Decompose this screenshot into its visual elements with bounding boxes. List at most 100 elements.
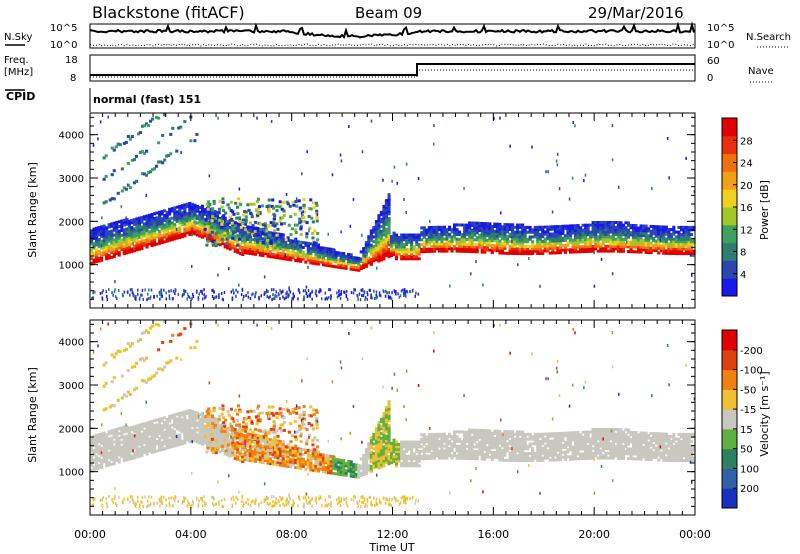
heatmap-cell [173, 425, 177, 429]
heatmap-cell [536, 225, 540, 229]
heatmap-cell [246, 441, 250, 445]
heatmap-cell [533, 244, 537, 248]
heatmap-cell [405, 459, 409, 463]
heatmap-cell [249, 297, 252, 301]
heatmap-cell [470, 272, 472, 276]
heatmap-cell [155, 218, 159, 222]
heatmap-cell [211, 211, 215, 215]
heatmap-cell [448, 235, 452, 239]
heatmap-cell [118, 143, 122, 147]
heatmap-cell [159, 160, 163, 164]
heatmap-cell [90, 230, 94, 234]
heatmap-cell [465, 247, 469, 251]
heatmap-cell [226, 226, 230, 230]
heatmap-cell [165, 232, 169, 236]
heatmap-cell [95, 257, 99, 261]
heatmap-cell [178, 228, 182, 232]
heatmap-cell [369, 253, 373, 257]
heatmap-cell [533, 225, 537, 229]
heatmap-cell [256, 455, 260, 459]
heatmap-cell [218, 233, 222, 237]
heatmap-cell [142, 227, 146, 231]
heatmap-cell [236, 248, 240, 252]
heatmap-cell [337, 472, 341, 476]
heatmap-cell [397, 292, 399, 296]
heatmap-cell [243, 443, 247, 447]
heatmap-cell [149, 170, 153, 174]
heatmap-cell [339, 458, 343, 462]
heatmap-cell [319, 251, 323, 254]
heatmap-cell [200, 433, 204, 437]
heatmap-cell [195, 226, 199, 230]
heatmap-cell [248, 437, 252, 441]
heatmap-cell [468, 242, 472, 246]
heatmap-cell [372, 254, 376, 258]
heatmap-cell [482, 283, 484, 287]
heatmap-cell [211, 232, 215, 236]
heatmap-cell [387, 419, 391, 423]
heatmap-cell [442, 230, 446, 234]
heatmap-cell [236, 431, 240, 435]
heatmap-cell [430, 444, 434, 448]
heatmap-cell [611, 223, 615, 227]
heatmap-cell [310, 216, 314, 220]
heatmap-cell [110, 431, 114, 435]
heatmap-cell [198, 420, 202, 424]
heatmap-cell [105, 290, 107, 294]
heatmap-cell [188, 432, 192, 436]
heatmap-cell [173, 218, 177, 222]
heatmap-cell [185, 202, 189, 206]
heatmap-cell [329, 464, 333, 468]
heatmap-cell [191, 292, 194, 296]
heatmap-cell [100, 439, 104, 443]
heatmap-cell [188, 409, 192, 412]
heatmap-cell [204, 218, 208, 222]
heatmap-cell [390, 237, 394, 241]
heatmap-cell [195, 216, 199, 220]
heatmap-cell [311, 236, 315, 240]
heatmap-cell [427, 442, 431, 446]
heatmap-cell [165, 234, 169, 238]
heatmap-cell [206, 235, 210, 239]
heatmap-cell [505, 239, 509, 243]
heatmap-cell [498, 246, 502, 250]
heatmap-cell [251, 452, 255, 456]
heatmap-cell [281, 240, 285, 244]
heatmap-cell [110, 173, 114, 177]
heatmap-cell [266, 235, 270, 239]
heatmap-cell [332, 264, 336, 268]
heatmap-cell [480, 243, 484, 247]
heatmap-cell [107, 437, 111, 441]
heatmap-cell [405, 447, 409, 451]
heatmap-cell [150, 448, 154, 452]
heatmap-cell [362, 261, 366, 265]
heatmap-cell [380, 294, 382, 298]
heatmap-cell [163, 435, 167, 439]
heatmap-cell [437, 442, 441, 446]
heatmap-cell [243, 458, 247, 462]
heatmap-cell [132, 456, 136, 460]
heatmap-cell [228, 440, 232, 444]
heatmap-cell [301, 448, 305, 452]
heatmap-cell [157, 116, 161, 120]
heatmap-cell [130, 456, 134, 460]
heatmap-cell [329, 257, 333, 261]
heatmap-cell [127, 445, 131, 449]
heatmap-cell [218, 231, 222, 235]
heatmap-cell [369, 450, 373, 454]
heatmap-cell [339, 263, 343, 267]
heatmap-cell [168, 445, 172, 449]
heatmap-cell [170, 238, 174, 242]
heatmap-cell [221, 239, 225, 243]
heatmap-cell [442, 439, 446, 443]
heatmap-cell [427, 235, 431, 239]
heatmap-cell [110, 146, 114, 150]
heatmap-cell [599, 225, 603, 229]
heatmap-cell [137, 216, 141, 220]
heatmap-cell [223, 228, 227, 232]
heatmap-cell [372, 466, 376, 470]
heatmap-cell [301, 241, 305, 245]
heatmap-cell [425, 449, 429, 453]
heatmap-cell [95, 234, 99, 237]
heatmap-cell [102, 460, 106, 464]
